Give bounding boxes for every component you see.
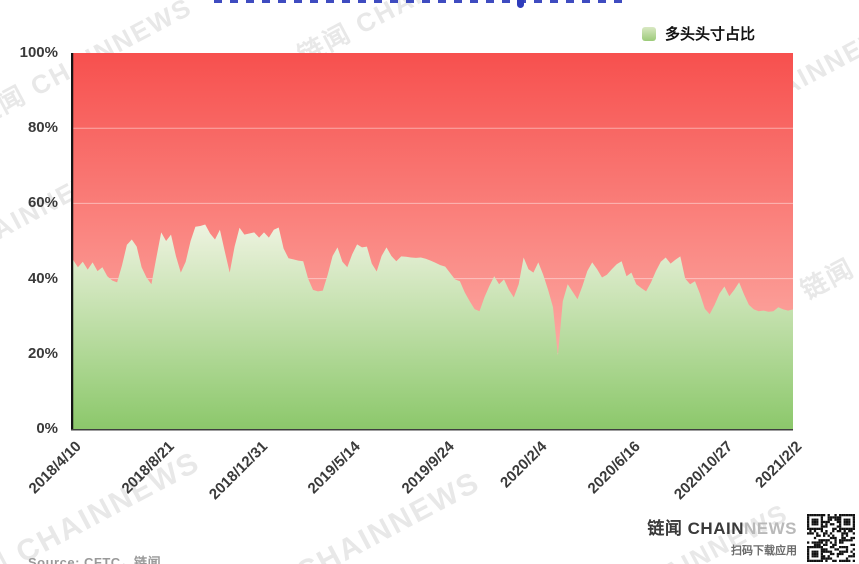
y-axis-tick-label: 20% [27, 344, 58, 362]
watermark: 链闻 CHAINNEWS [0, 445, 206, 564]
x-axis-tick-label: 2018/12/31 [206, 438, 272, 504]
footer-branding: 链闻 CHAINNEWS 扫码下载应用 [647, 514, 855, 562]
page-title-clipped [214, 0, 629, 3]
qr-caption: 扫码下载应用 [731, 545, 797, 557]
long-position-area-series [73, 224, 793, 429]
x-axis-tick-label: 2019/5/14 [304, 438, 365, 498]
brand-en-strong: CHAIN [687, 519, 744, 538]
qr-code [807, 514, 855, 562]
legend-swatch [641, 26, 656, 41]
page-title-clipped-descender [517, 0, 524, 8]
source-note: Source: CFTC，链闻 [28, 555, 162, 564]
y-axis-tick-label: 40% [27, 269, 58, 287]
y-axis-tick-label: 100% [19, 44, 58, 61]
y-axis-tick-label: 80% [27, 119, 58, 137]
brand-logo: 链闻 CHAINNEWS [647, 514, 797, 539]
x-axis-tick-label: 2020/10/27 [671, 438, 737, 504]
x-axis-tick-label: 2020/6/16 [584, 438, 644, 498]
area-chart-plot [71, 53, 793, 431]
brand-cn: 链闻 [647, 519, 688, 538]
watermark: 链闻 CHAINNEWS [225, 465, 486, 564]
watermark: 链闻 CHAINNEWS [795, 164, 859, 306]
x-axis-tick-label: 2018/4/10 [25, 438, 86, 498]
legend-label: 多头头寸占比 [664, 26, 755, 43]
y-axis-tick-label: 0% [36, 420, 58, 437]
brand-en-light: NEWS [744, 519, 797, 538]
y-axis-tick-label: 60% [27, 194, 58, 212]
x-axis-tick-label: 2021/2/2 [751, 438, 806, 492]
legend-item-long-ratio[interactable]: 多头头寸占比 [641, 23, 755, 44]
x-axis-tick-label: 2020/2/4 [497, 438, 551, 492]
